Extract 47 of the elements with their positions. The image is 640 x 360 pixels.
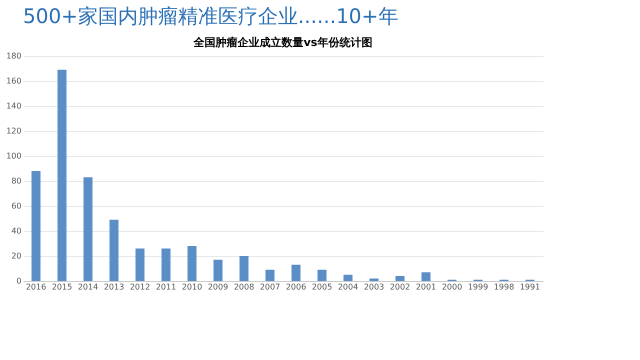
chart-title: 500+家国内肿瘤精准医疗企业......10+年 — [23, 4, 398, 28]
bar — [318, 270, 326, 281]
bar — [240, 256, 248, 281]
x-tick-label: 2000 — [442, 282, 462, 292]
bar — [84, 177, 92, 281]
x-tick-label: 2001 — [416, 282, 436, 292]
x-tick-label: 2005 — [312, 282, 332, 292]
bar — [344, 274, 352, 281]
x-tick-label: 2010 — [182, 282, 202, 292]
bar — [162, 248, 170, 281]
y-tick-label: 60 — [11, 202, 22, 210]
x-tick-label: 2002 — [390, 282, 410, 292]
bar — [292, 264, 300, 281]
x-tick-label: 2014 — [78, 282, 98, 292]
x-tick-label: 2011 — [156, 282, 176, 292]
bar — [422, 272, 430, 281]
y-tick-label: 160 — [6, 76, 22, 86]
bar — [188, 246, 196, 281]
x-tick-label: 2003 — [364, 282, 384, 292]
bar — [396, 276, 404, 281]
y-tick-label: 0 — [16, 276, 22, 286]
bar — [136, 248, 144, 281]
y-tick-label: 180 — [6, 52, 22, 60]
y-tick-label: 80 — [11, 176, 22, 186]
bar — [58, 70, 66, 281]
x-tick-label: 1999 — [468, 282, 488, 292]
bar — [214, 260, 222, 281]
y-tick-label: 140 — [6, 102, 22, 110]
x-tick-label: 2007 — [260, 282, 280, 292]
x-tick-label: 2006 — [286, 282, 306, 292]
y-tick-label: 20 — [11, 252, 22, 260]
y-tick-label: 120 — [6, 126, 22, 136]
y-tick-label: 100 — [6, 152, 22, 160]
bar — [266, 270, 274, 281]
bar — [32, 171, 40, 281]
x-tick-label: 2009 — [208, 282, 228, 292]
x-tick-label: 2012 — [130, 282, 150, 292]
x-tick-label: 2016 — [26, 282, 46, 292]
x-tick-label: 2015 — [52, 282, 72, 292]
x-tick-label: 1991 — [520, 282, 540, 292]
chart-subtitle: 全国肿瘤企业成立数量vs年份统计图 — [192, 36, 372, 49]
y-tick-label: 40 — [11, 226, 22, 236]
x-tick-label: 1998 — [494, 282, 514, 292]
x-tick-label: 2008 — [234, 282, 254, 292]
x-tick-label: 2004 — [338, 282, 358, 292]
x-tick-label: 2013 — [104, 282, 124, 292]
bar — [110, 220, 118, 281]
